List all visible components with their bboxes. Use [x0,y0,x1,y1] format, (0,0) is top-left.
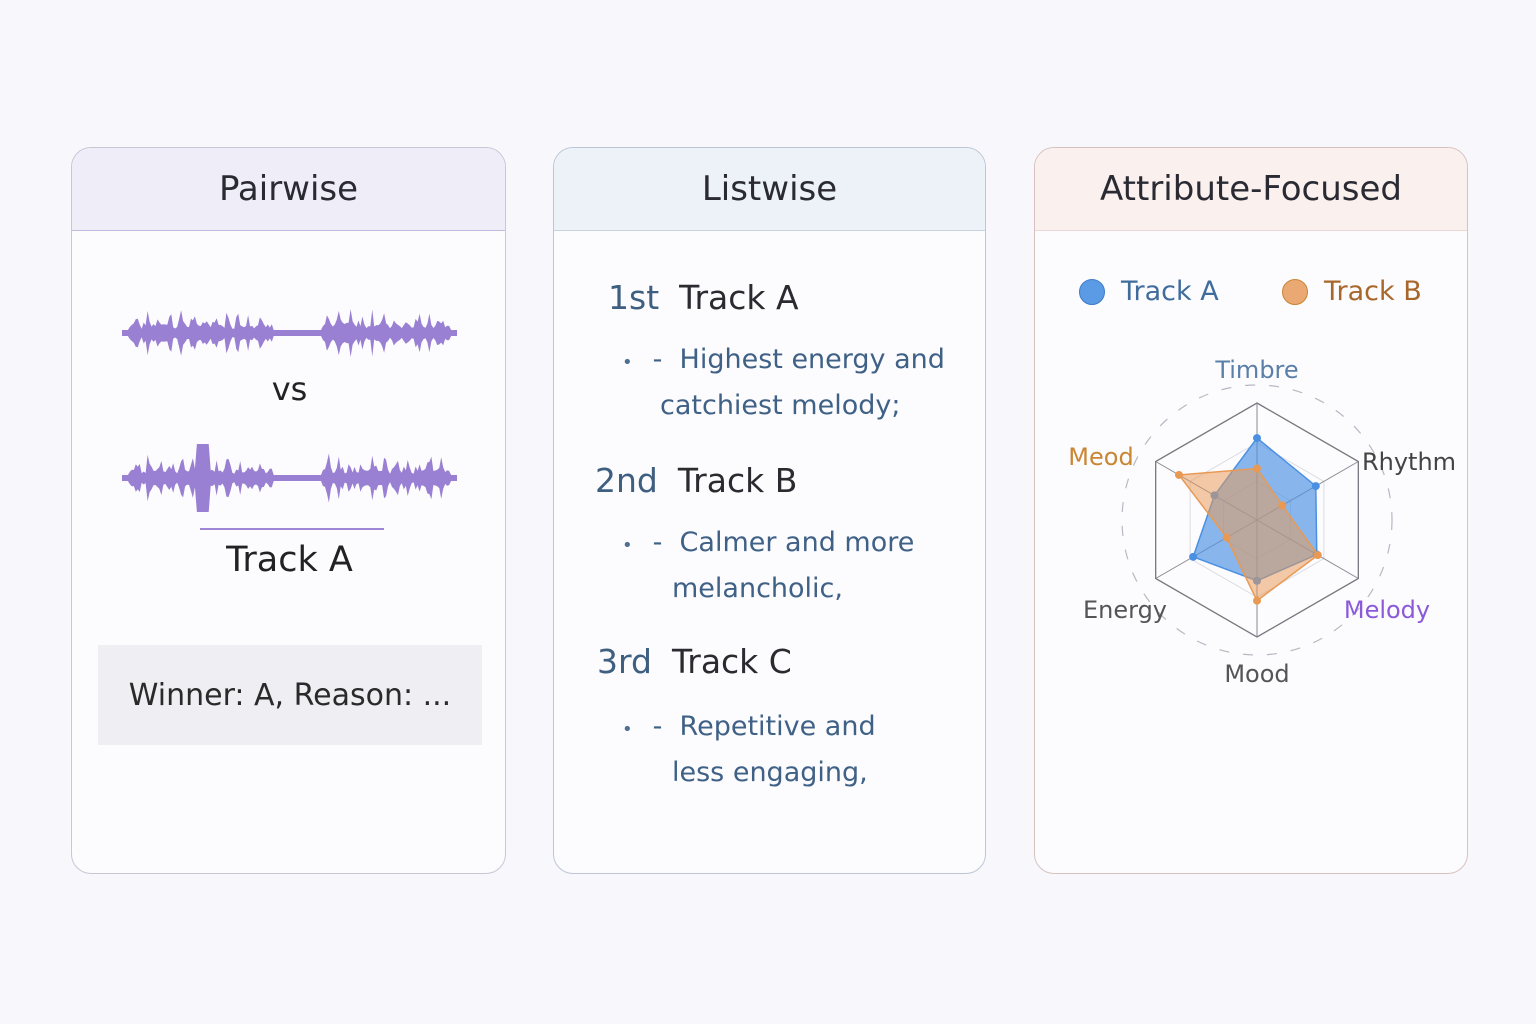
legend-swatch [1282,278,1308,305]
radar-point [1313,551,1322,560]
reason-line: less engaging, [672,757,868,788]
rank-item: 2nd Track B [595,461,797,500]
dash: - [652,344,663,375]
radar-axis-label: Energy [1083,596,1167,624]
winner-underline [200,528,384,530]
bullet-dot: • [622,352,633,373]
radar-axis-label: Rhythm [1362,448,1456,476]
radar-point [1174,470,1183,479]
waveform-track-2 [122,444,457,512]
legend-item-track-b: Track B [1282,276,1422,307]
rank-item: 1st Track A [608,278,799,317]
radar-axis-label: Meod [1068,443,1133,471]
pairwise-title: Pairwise [72,148,505,231]
rank-reason: • - Repetitive and less engaging, [622,705,876,794]
listwise-card: Listwise 1st Track A • - Highest energy an… [553,147,986,874]
radar-point [1253,596,1261,605]
waveforms [122,309,457,512]
radar-point [1278,501,1287,510]
radar-point [1311,482,1320,491]
dash: - [652,711,663,742]
legend-label: Track A [1121,276,1219,307]
rank-track: Track A [679,278,799,317]
reason-box: Winner: A, Reason: ... [98,645,482,745]
reason-line: Calmer and more [679,527,915,558]
rank-ordinal: 2nd [595,461,658,500]
rank-reason: • - Highest energy and catchiest melody; [622,338,945,427]
radar-outer-dashed-ring [1121,384,1393,656]
radar-point [1189,552,1198,561]
rank-track: Track C [671,642,792,681]
rank-track: Track B [677,461,798,500]
reason-line: Highest energy and [679,344,945,375]
radar-point [1253,464,1261,473]
bullet-dot: • [622,535,633,556]
reason-line: Repetitive and [679,711,876,742]
radar-point [1222,533,1231,542]
legend-label: Track B [1324,276,1422,307]
winner-label: Track A [226,540,353,580]
attribute-card: Attribute-Focused Track A Track B Timbre… [1034,147,1468,874]
pairwise-card: Pairwise vs Track A Winner: A, Reason: .… [71,147,506,874]
radar-axis-label: Melody [1344,596,1430,624]
reason-line: catchiest melody; [660,390,901,421]
rank-ordinal: 3rd [597,642,652,681]
rank-item: 3rd Track C [597,642,792,681]
rank-ordinal: 1st [608,278,660,317]
radar-point [1253,434,1261,443]
attribute-title: Attribute-Focused [1035,148,1467,231]
dash: - [652,527,663,558]
radar-chart: Timbre Rhythm Melody Mood Energy Meod [1068,356,1456,688]
bullet-dot: • [622,719,633,740]
legend-swatch [1079,278,1105,305]
radar-axis-label: Mood [1224,660,1289,688]
listwise-title: Listwise [554,148,985,231]
radar-axis-label: Timbre [1214,356,1298,384]
vs-label: vs [271,370,308,408]
waveform-track-1 [122,309,457,357]
rank-reason: • - Calmer and more melancholic, [622,521,914,610]
reason-line: melancholic, [672,573,843,604]
legend-item-track-a: Track A [1079,276,1219,307]
